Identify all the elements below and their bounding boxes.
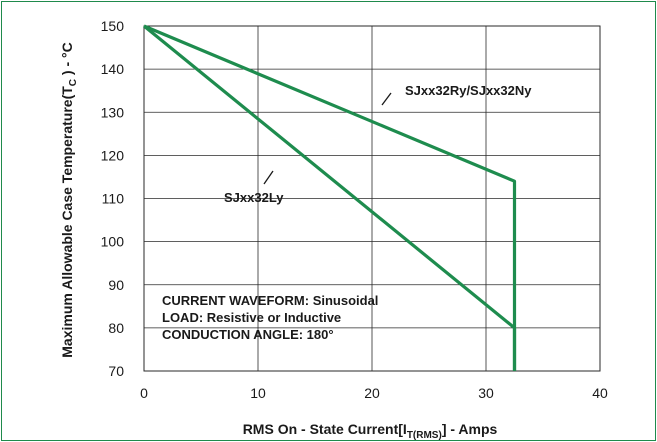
x-tick-label-10: 10 <box>250 385 266 401</box>
series-line-0 <box>143 24 517 371</box>
x-axis-label-sub: T(RMS) <box>407 430 442 440</box>
annotation-angle: CONDUCTION ANGLE: 180° <box>162 327 334 342</box>
y-axis-label: Maximum Allowable Case Temperature(TC ) … <box>59 42 79 357</box>
x-axis-label-main: RMS On - State Current[I <box>243 421 407 437</box>
y-tick-label-110: 110 <box>102 191 125 207</box>
annotation-waveform: CURRENT WAVEFORM: Sinusoidal <box>162 293 378 308</box>
y-tick-label-130: 130 <box>101 104 125 120</box>
y-axis-label-sub: C <box>68 79 79 86</box>
y-tick-label-100: 100 <box>101 234 125 250</box>
y-axis-label-main: Maximum Allowable Case Temperature(T <box>59 86 75 358</box>
y-axis-label-tail: ) - °C <box>59 42 75 79</box>
y-tick-label-90: 90 <box>108 277 124 293</box>
series-label-ly: SJxx32Ly <box>224 190 284 205</box>
series-label-ry-ny-leader <box>381 92 392 106</box>
y-tick-label-120: 120 <box>101 147 125 163</box>
x-tick-label-20: 20 <box>364 385 380 401</box>
tick-layer: 70 80 90 100 110 120 130 140 150 0 10 20 30 40 <box>101 18 608 401</box>
grid-layer <box>143 25 601 372</box>
x-axis-label: RMS On - State Current[IT(RMS)] - Amps <box>243 421 498 440</box>
x-tick-label-30: 30 <box>478 385 494 401</box>
series-layer <box>142 24 517 371</box>
y-tick-label-150: 150 <box>101 18 125 34</box>
x-tick-label-40: 40 <box>592 385 608 401</box>
y-tick-label-140: 140 <box>101 61 125 77</box>
annotation-load: LOAD: Resistive or Inductive <box>162 310 341 325</box>
x-tick-label-0: 0 <box>140 385 148 401</box>
series-label-ly-leader <box>263 170 274 185</box>
y-tick-label-70: 70 <box>108 363 124 379</box>
x-axis-label-tail: ] - Amps <box>442 421 498 437</box>
series-label-ry-ny: SJxx32Ry/SJxx32Ny <box>405 83 532 98</box>
series-line-1 <box>142 24 517 371</box>
y-tick-label-80: 80 <box>108 320 124 336</box>
